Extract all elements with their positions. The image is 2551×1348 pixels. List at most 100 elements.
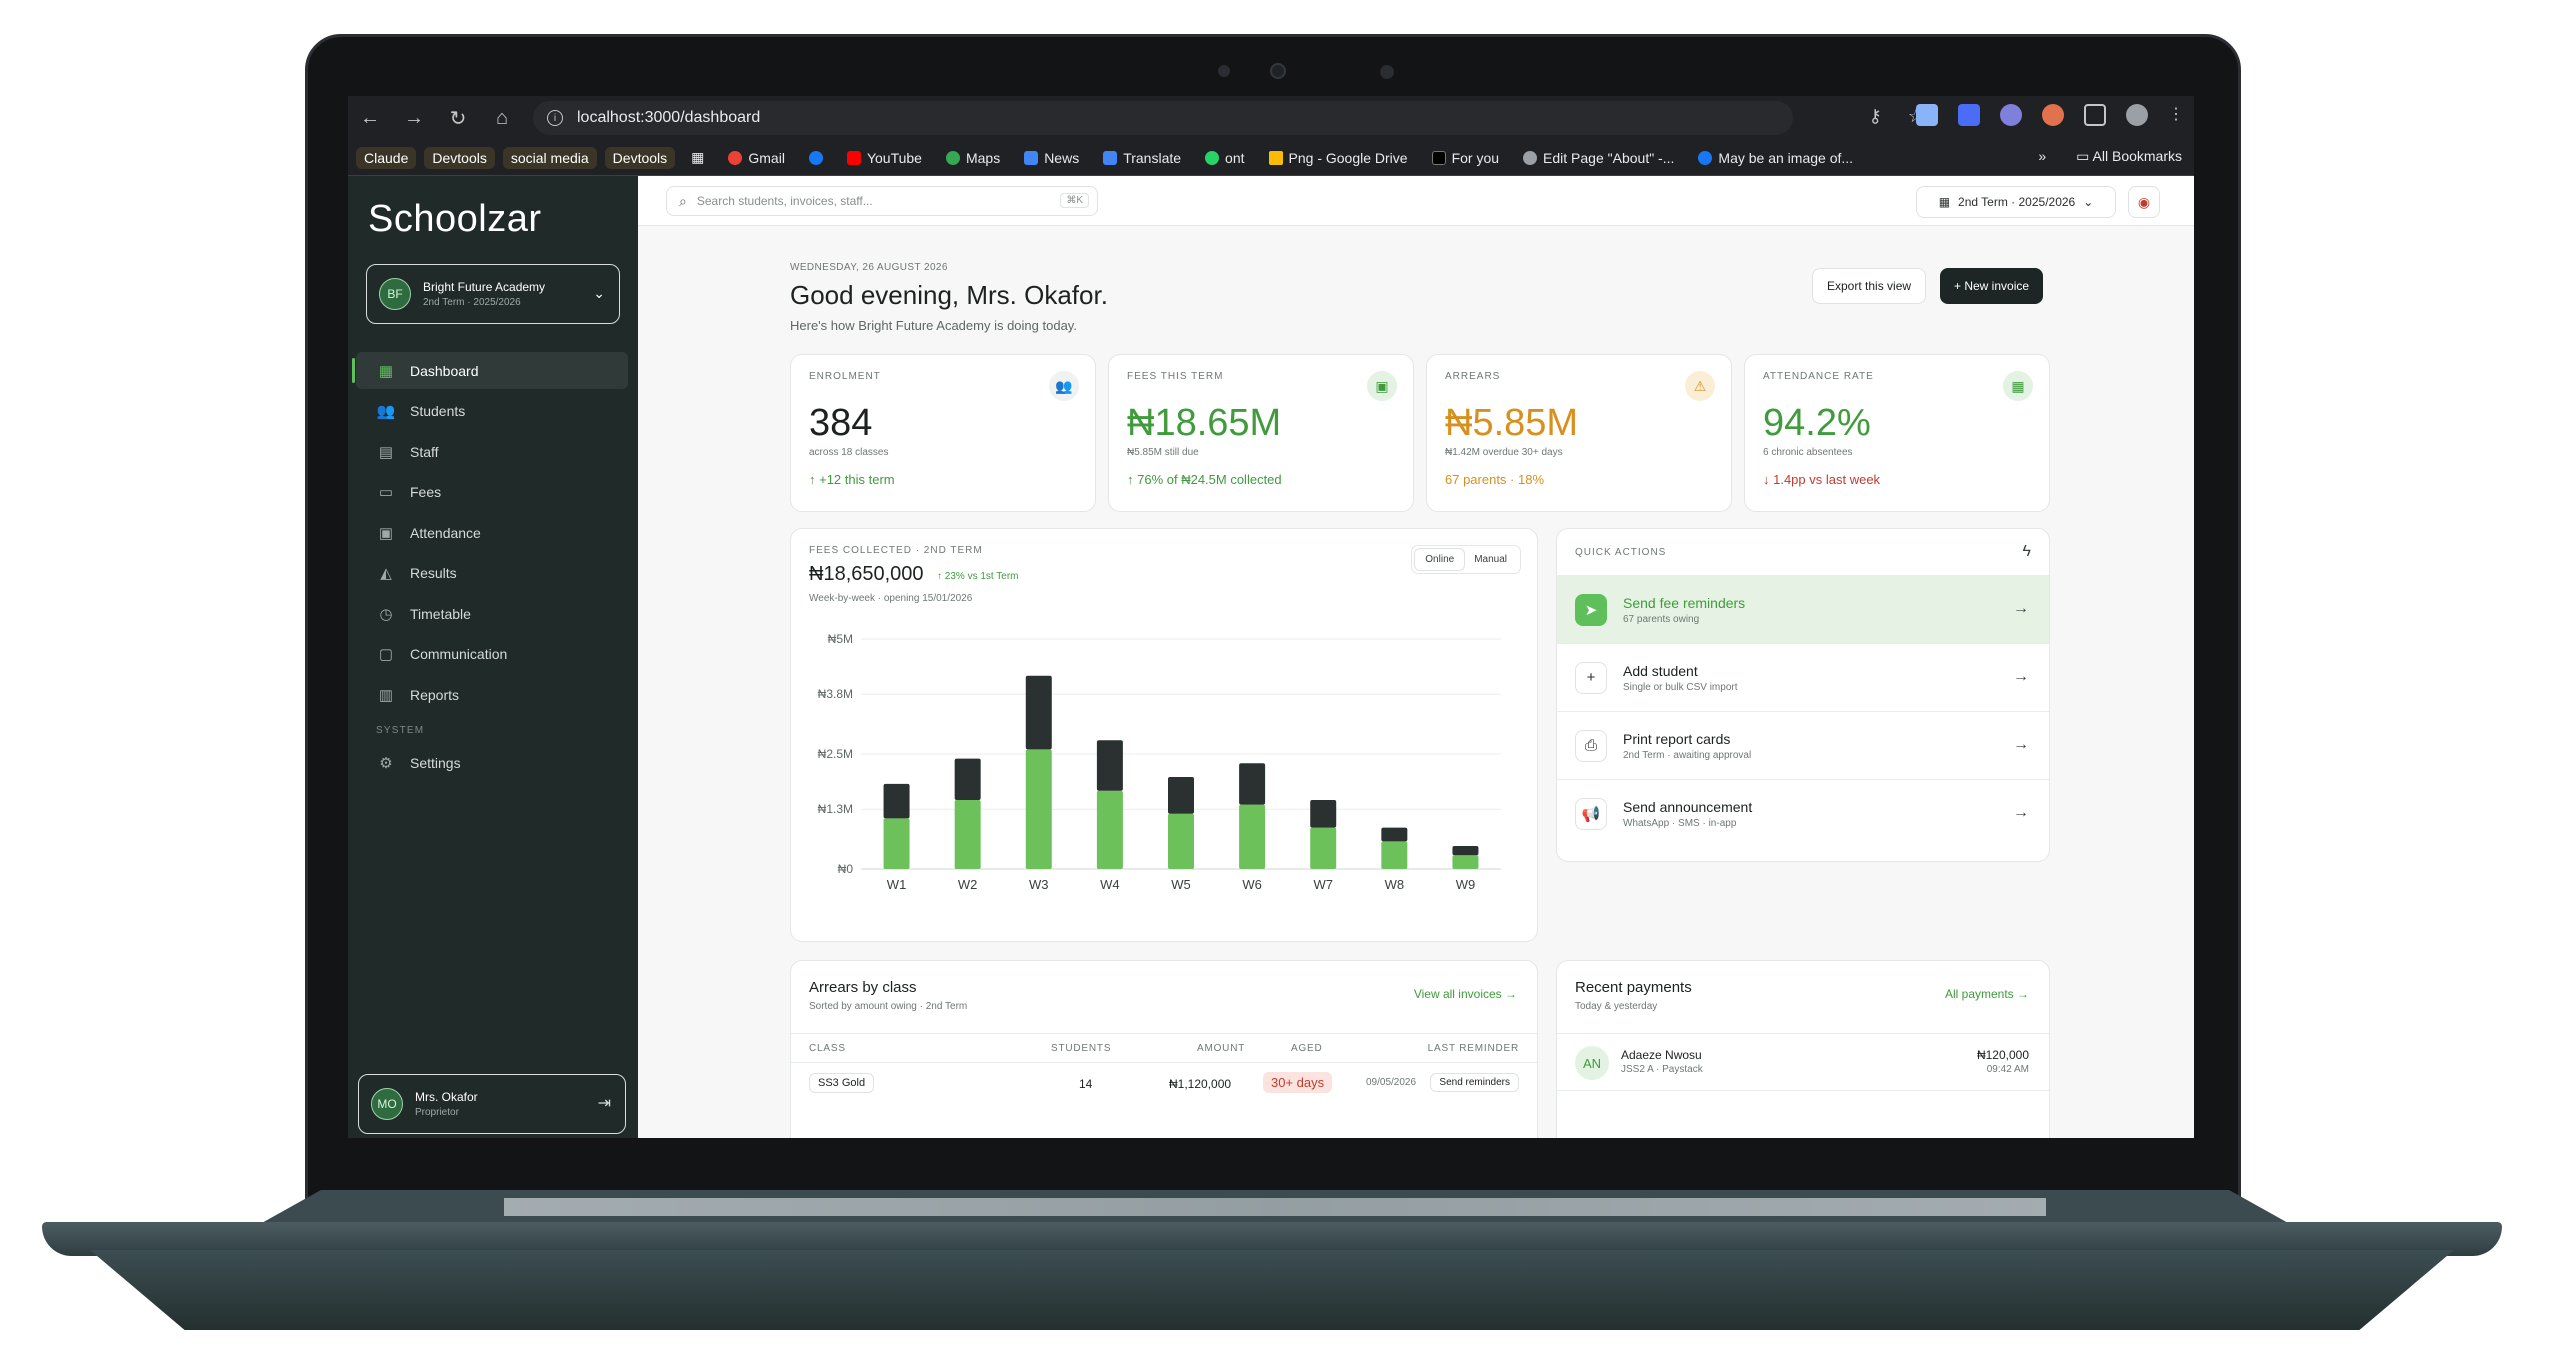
aged-badge: 30+ days <box>1263 1072 1333 1093</box>
site-info-icon[interactable]: i <box>547 110 563 126</box>
toggle-online[interactable]: Online <box>1415 549 1465 570</box>
bookmark-facebook[interactable] <box>801 148 831 168</box>
chevron-down-icon: ⌄ <box>593 285 605 301</box>
user-card[interactable]: MO Mrs. Okafor Proprietor ⇥ <box>358 1074 626 1134</box>
forward-icon[interactable]: → <box>404 106 424 129</box>
notification-bell-icon[interactable]: ◉ <box>2128 186 2160 218</box>
page-subtitle: Here's how Bright Future Academy is doin… <box>790 318 1077 333</box>
extension-icon[interactable] <box>2042 104 2064 126</box>
bookmark-social-media[interactable]: social media <box>502 146 597 169</box>
sidebar-item-settings[interactable]: ⚙ Settings <box>356 744 628 781</box>
kpi-attendance[interactable]: ATTENDANCE RATE 94.2% 6 chronic absentee… <box>1744 354 2050 512</box>
bookmark-news[interactable]: News <box>1016 147 1087 169</box>
bar-manual-w3 <box>1025 675 1052 750</box>
all-bookmarks-folder[interactable]: ▭ All Bookmarks <box>2076 148 2182 164</box>
kpi-row: ENROLMENT 384 across 18 classes ↑ +12 th… <box>790 354 2050 512</box>
sensor-icon <box>1380 65 1394 79</box>
sidebar-item-reports[interactable]: ▥ Reports <box>356 676 628 713</box>
arrow-right-icon: → <box>2013 736 2029 753</box>
bookmark-edit-page[interactable]: Edit Page "About" -... <box>1515 147 1682 169</box>
shortcut-hint: ⌘K <box>1060 193 1089 208</box>
more-bookmarks-icon[interactable]: » <box>2038 148 2047 164</box>
kpi-sub: ₦5.85M still due <box>1127 447 1199 458</box>
kpi-arrears[interactable]: ARREARS ₦5.85M ₦1.42M overdue 30+ days 6… <box>1426 354 1732 512</box>
bookmark-maps[interactable]: Maps <box>938 147 1008 169</box>
sidebar-item-students[interactable]: 👥 Students <box>356 393 628 430</box>
back-icon[interactable]: ← <box>360 106 380 129</box>
laptop-base-underside <box>90 1250 2454 1330</box>
quick-actions-card: QUICK ACTIONS ϟ ➤ Send fee reminders 67 p… <box>1556 528 2050 862</box>
export-button[interactable]: Export this view <box>1812 268 1927 304</box>
sidebar-item-results[interactable]: ◭ Results <box>356 555 628 592</box>
payment-time: 09:42 AM <box>1986 1064 2029 1075</box>
send-announcement-action[interactable]: 📢 Send announcement WhatsApp · SMS · in-a… <box>1557 779 2049 847</box>
kpi-value: ₦5.85M <box>1445 402 1579 444</box>
reload-icon[interactable]: ↻ <box>449 107 467 130</box>
bar-online-w6 <box>1239 804 1266 869</box>
profile-avatar[interactable] <box>2126 104 2148 126</box>
extension-icon[interactable] <box>1958 104 1980 126</box>
send-reminders-button[interactable]: Send reminders <box>1430 1073 1519 1092</box>
kebab-menu-icon[interactable]: ⋮ <box>2168 106 2184 123</box>
term-select[interactable]: ▦ 2nd Term · 2025/2026 ⌄ <box>1916 186 2116 218</box>
view-all-invoices-link[interactable]: View all invoices → <box>1413 987 1517 1001</box>
bookmark-gmail[interactable]: Gmail <box>720 147 793 169</box>
search-input[interactable]: ⌕ Search students, invoices, staff... ⌘K <box>666 186 1098 216</box>
calendar-icon: ▦ <box>2003 371 2033 401</box>
action-sub: Single or bulk CSV import <box>1623 681 1738 693</box>
send-fee-reminders-action[interactable]: ➤ Send fee reminders 67 parents owing → <box>1557 575 2049 643</box>
new-invoice-button[interactable]: + New invoice <box>1940 268 2044 304</box>
arrow-right-icon: → <box>2013 668 2029 685</box>
kpi-fees[interactable]: FEES THIS TERM ₦18.65M ₦5.85M still due … <box>1108 354 1414 512</box>
sidebar-item-attendance[interactable]: ▣ Attendance <box>356 514 628 551</box>
bar-manual-w6 <box>1239 763 1266 805</box>
students-count: 14 <box>1079 1077 1093 1091</box>
sidebar-item-label: Results <box>410 565 457 581</box>
extension-icon[interactable] <box>2000 104 2022 126</box>
password-key-icon[interactable]: ⚷ <box>1868 106 1882 126</box>
apps-grid-icon[interactable]: ▦ <box>691 149 705 165</box>
payment-amount: ₦120,000 <box>1976 1048 2029 1062</box>
all-payments-link[interactable]: All payments → <box>1944 987 2029 1001</box>
user-name: Mrs. Okafor <box>415 1090 478 1104</box>
bar-online-w5 <box>1168 813 1194 869</box>
card-sub: Sorted by amount owing · 2nd Term <box>809 1001 968 1012</box>
term-select-label: 2nd Term · 2025/2026 <box>1958 195 2076 209</box>
toggle-manual[interactable]: Manual <box>1474 554 1507 565</box>
table-row[interactable]: SS3 Gold 14 ₦1,120,000 30+ days 09/05/20… <box>791 1063 1537 1107</box>
cash-icon: ▭ <box>378 484 394 501</box>
sidebar-item-dashboard[interactable]: ▦ Dashboard <box>352 352 628 389</box>
sidebar-item-timetable[interactable]: ◷ Timetable <box>356 595 628 632</box>
avatar: AN <box>1575 1046 1609 1080</box>
sidebar-item-staff[interactable]: ▤ Staff <box>356 433 628 470</box>
bookmark-devtools-2[interactable]: Devtools <box>604 146 676 169</box>
address-bar[interactable]: i localhost:3000/dashboard <box>533 101 1793 135</box>
bookmark-youtube[interactable]: YouTube <box>839 147 930 169</box>
school-term: 2nd Term · 2025/2026 <box>423 297 521 308</box>
calendar-icon: ▦ <box>1938 195 1951 209</box>
print-report-cards-action[interactable]: ⎙ Print report cards 2nd Term · awaiting … <box>1557 711 2049 779</box>
bookmark-x[interactable]: For you <box>1424 147 1507 169</box>
action-title: Send fee reminders <box>1623 594 1746 611</box>
bookmark-devtools[interactable]: Devtools <box>424 146 495 169</box>
sidebar-item-communication[interactable]: ▢ Communication <box>356 636 628 673</box>
bookmark-google-drive[interactable]: Png - Google Drive <box>1261 147 1416 169</box>
bookmark-whatsapp[interactable]: ont <box>1197 147 1252 169</box>
fees-collected-card: FEES COLLECTED · 2ND TERM ₦18,650,000 ↑ … <box>790 528 1538 942</box>
logout-icon[interactable]: ⇥ <box>597 1095 611 1112</box>
sidebar-item-fees[interactable]: ▭ Fees <box>356 474 628 511</box>
bookmark-facebook-image[interactable]: May be an image of... <box>1690 147 1861 169</box>
extension-icon[interactable] <box>1916 104 1938 126</box>
bookmark-translate[interactable]: Translate <box>1095 147 1189 169</box>
puzzle-icon[interactable] <box>2084 104 2106 126</box>
school-switcher[interactable]: BF Bright Future Academy 2nd Term · 2025… <box>366 264 620 324</box>
sidebar-item-label: Students <box>410 403 466 419</box>
sidebar: Schoolzar BF Bright Future Academy 2nd T… <box>348 176 638 1138</box>
kpi-enrolment[interactable]: ENROLMENT 384 across 18 classes ↑ +12 th… <box>790 354 1096 512</box>
bookmark-claude[interactable]: Claude <box>356 146 417 169</box>
logo[interactable]: Schoolzar <box>368 198 542 240</box>
add-student-action[interactable]: + Add student Single or bulk CSV import → <box>1557 643 2049 711</box>
list-item[interactable]: AN Adaeze Nwosu JSS2 A · Paystack ₦120,0… <box>1557 1033 2049 1091</box>
home-icon[interactable]: ⌂ <box>495 106 509 129</box>
chart-total: ₦18,650,000 <box>809 563 924 585</box>
